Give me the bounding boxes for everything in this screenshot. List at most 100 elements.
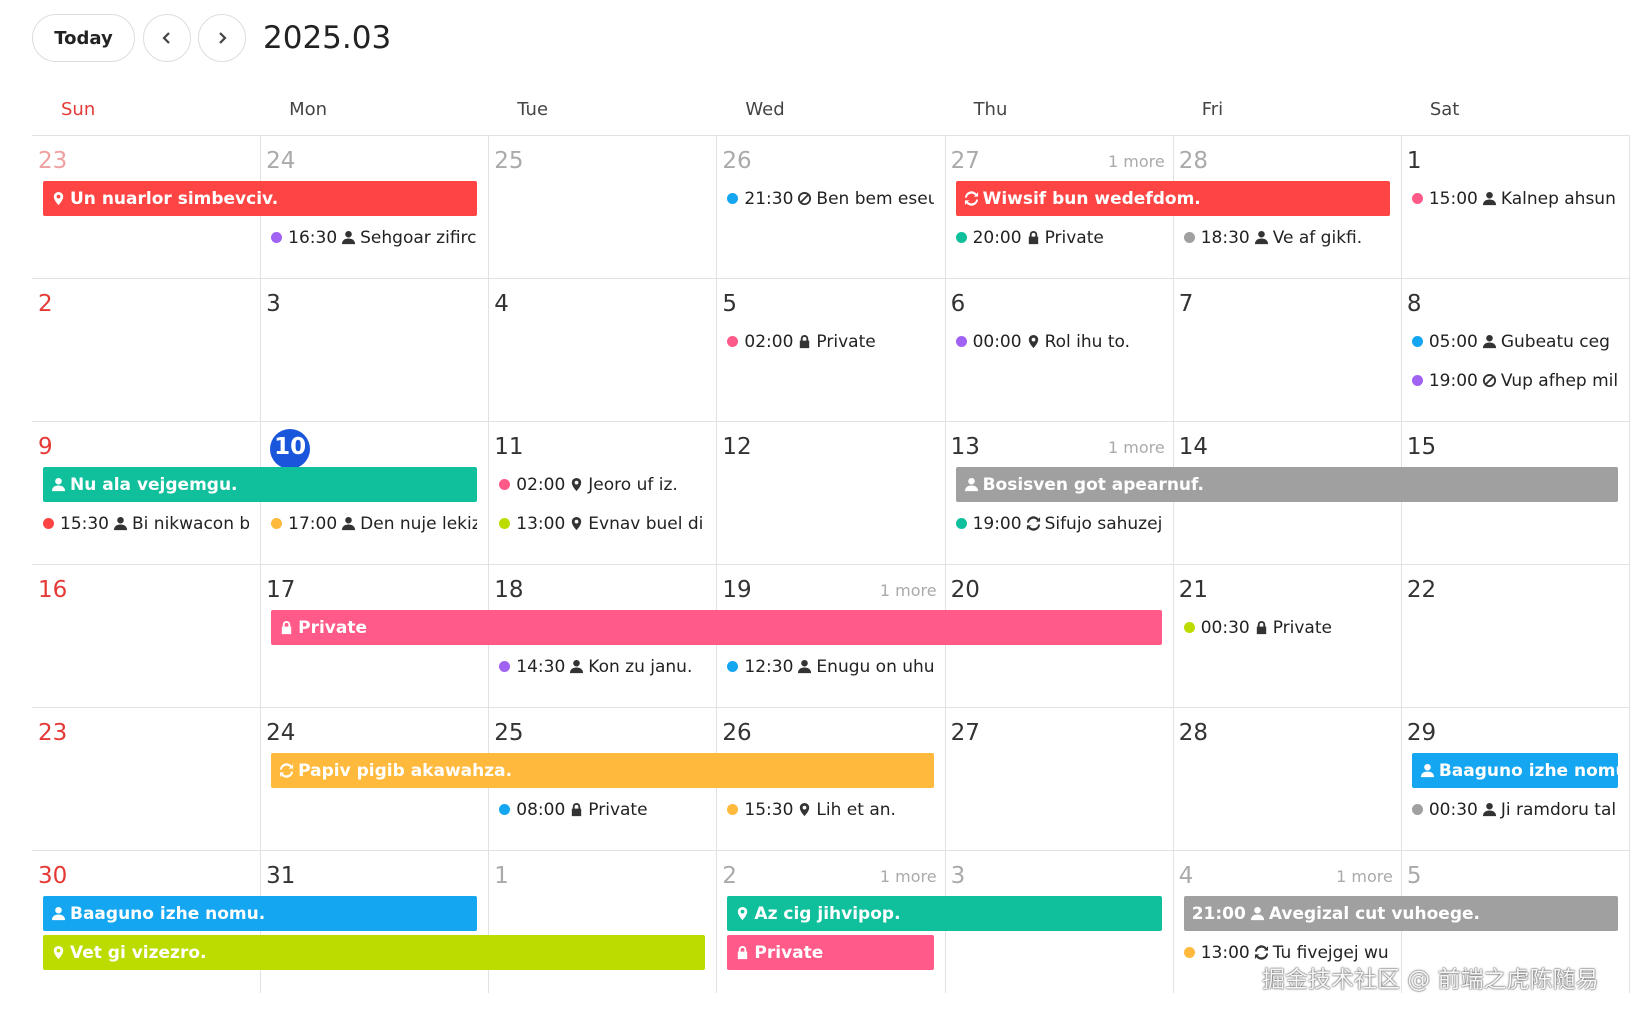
event-bar[interactable]: Private [271, 610, 1162, 645]
event-item[interactable]: 08:00 Private [499, 792, 705, 827]
event-bar[interactable]: Wiwsif bun wedefdom. [955, 181, 1390, 216]
event-icon [738, 906, 748, 921]
event-icon [572, 802, 582, 817]
day-number: 27 [950, 720, 980, 746]
next-button[interactable] [198, 14, 246, 62]
event-icon [798, 191, 812, 206]
day-number: 10 [274, 434, 307, 460]
event-title: Lih et an. [816, 799, 896, 820]
event-dot [955, 232, 967, 243]
event-item[interactable]: 14:30 Kon zu janu. [499, 649, 705, 684]
event-icon [1482, 334, 1496, 349]
event-item[interactable]: 16:30 Sehgoar zifirc [271, 220, 477, 255]
event-item[interactable]: 15:00 Kalnep ahsun [1411, 181, 1618, 216]
column-line [1629, 278, 1630, 421]
event-icon [342, 516, 356, 531]
event-item[interactable]: 15:30 Lih et an. [727, 792, 933, 827]
event-dot [499, 661, 511, 672]
event-item[interactable]: 00:30 Ji ramdoru tal [1411, 792, 1618, 827]
event-title: Kalnep ahsun [1500, 188, 1616, 209]
event-item[interactable]: 19:00 Vup afhep mil [1411, 363, 1618, 398]
weekday-label: Mon [289, 99, 328, 120]
weekday-label: Sun [61, 99, 96, 120]
event-bar[interactable]: Baaguno izhe nomu. [1411, 753, 1618, 788]
event-item[interactable]: 13:00 Tu fivejgej wu [1183, 935, 1390, 970]
event-title: Baaguno izhe nomu. [70, 903, 266, 924]
more-link[interactable]: 1 more [1336, 867, 1393, 886]
event-bar[interactable]: Az cig jihvipop. [727, 896, 1162, 931]
more-link[interactable]: 1 more [1108, 152, 1165, 171]
event-bar[interactable]: Bosisven got apearnuf. [955, 467, 1618, 502]
event-icon [51, 477, 66, 492]
event-title: Avegizal cut vuhoege. [1268, 903, 1480, 924]
more-link[interactable]: 1 more [879, 581, 937, 600]
event-dot [727, 193, 739, 204]
day-number: 24 [266, 148, 296, 174]
prev-button[interactable] [143, 14, 191, 62]
day-number: 23 [38, 720, 68, 746]
day-number: 28 [1178, 720, 1208, 746]
event-title: Private [1272, 617, 1332, 638]
day-number: 19 [722, 577, 752, 603]
event-time: 00:30 [1428, 799, 1478, 820]
event-title: Vet gi vizezro. [70, 942, 207, 963]
column-line [1629, 707, 1630, 850]
event-bar[interactable]: Private [727, 935, 934, 970]
event-item[interactable]: 20:00 Private [955, 220, 1162, 255]
event-dot [499, 479, 511, 490]
event-icon [1420, 763, 1434, 778]
event-title: Wiwsif bun wedefdom. [982, 188, 1201, 209]
column-line [1629, 850, 1630, 993]
event-icon [800, 802, 810, 817]
weekday-label: Sat [1429, 99, 1460, 120]
event-icon [1482, 191, 1496, 206]
event-bar[interactable]: Baaguno izhe nomu. [43, 896, 478, 931]
event-bar[interactable]: Vet gi vizezro. [43, 935, 706, 970]
event-title: Rol ihu to. [1044, 331, 1130, 352]
event-dot [727, 804, 739, 815]
event-dot [955, 336, 967, 347]
event-item[interactable]: 00:30 Private [1183, 610, 1390, 645]
event-item[interactable]: 17:00 Den nuje lekiz [271, 506, 477, 541]
day-number: 17 [266, 577, 296, 603]
event-title: Private [298, 617, 368, 638]
event-title: Private [816, 331, 876, 352]
event-title: Kon zu janu. [588, 656, 693, 677]
event-time: 05:00 [1428, 331, 1478, 352]
day-number: 4 [494, 291, 509, 317]
event-item[interactable]: 00:00 Rol ihu to. [955, 324, 1162, 359]
event-icon [800, 334, 810, 349]
more-link[interactable]: 1 more [879, 867, 937, 886]
day-number: 5 [722, 291, 738, 317]
more-link[interactable]: 1 more [1108, 438, 1165, 457]
today-button[interactable]: Today [32, 14, 135, 62]
event-item[interactable]: 13:00 Evnav buel di. [499, 506, 705, 541]
event-time: 19:00 [1428, 370, 1478, 391]
day-number: 1 [494, 863, 509, 889]
event-item[interactable]: 21:30 Ben bem eseu [727, 181, 934, 216]
event-item[interactable]: 12:30 Enugu on uhu [727, 649, 934, 684]
event-item[interactable]: 02:00 Jeoro uf iz. [499, 467, 705, 502]
column-line [1629, 564, 1630, 707]
event-item[interactable]: 02:00 Private [727, 324, 933, 359]
day-number: 14 [1178, 434, 1208, 460]
event-bar[interactable]: Nu ala vejgemgu. [43, 467, 478, 502]
column-line [944, 707, 946, 850]
event-icon [1250, 906, 1264, 921]
weekday-label: Fri [1201, 99, 1224, 120]
event-title: Vup afhep mil [1500, 370, 1618, 391]
event-time: 15:30 [744, 799, 794, 820]
event-item[interactable]: 15:30 Bi nikwacon b [43, 506, 249, 541]
event-bar[interactable]: 21:00 Avegizal cut vuhoege. [1183, 896, 1618, 931]
day-number: 22 [1406, 577, 1437, 603]
event-item[interactable]: 19:00 Sifujo sahuzej [955, 506, 1162, 541]
event-time: 17:00 [288, 513, 338, 534]
event-bar[interactable]: Un nuarlor simbevciv. [43, 181, 478, 216]
event-item[interactable]: 18:30 Ve af gikfi. [1183, 220, 1390, 255]
event-time: 02:00 [516, 474, 566, 495]
weekday-label: Thu [973, 99, 1008, 120]
event-bar[interactable]: Papiv pigib akawahza. [271, 753, 934, 788]
day-number: 28 [1178, 148, 1208, 174]
event-item[interactable]: 05:00 Gubeatu ceg [1411, 324, 1618, 359]
week-line [32, 850, 1629, 851]
